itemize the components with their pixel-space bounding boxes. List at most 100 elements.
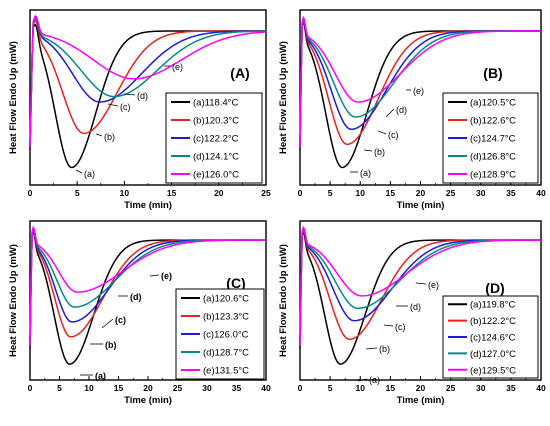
legend-entry: (d)124.1°C: [193, 152, 239, 163]
legend-entry: (b)120.3°C: [193, 116, 239, 127]
legend-entry: (e)126.0°C: [193, 170, 239, 181]
x-tick-label: 20: [416, 383, 426, 393]
x-tick-label: 0: [298, 383, 303, 393]
x-tick-label: 20: [214, 188, 224, 198]
legend: (a)120.6°C (b)123.3°C (c)126.0°C (d)128.7°C…: [175, 288, 265, 380]
x-tick-label: 5: [75, 188, 80, 198]
y-axis-label: Heat Flow Endo Up (mW): [278, 41, 289, 154]
legend-entry: (a)120.6°C: [203, 294, 249, 305]
label-leader: [383, 324, 394, 327]
x-tick-label: 25: [446, 188, 456, 198]
x-tick-label: 25: [446, 383, 456, 393]
series-label: (a): [84, 169, 95, 179]
x-tick-label: 30: [476, 383, 486, 393]
label-leader: [75, 169, 83, 174]
series-label: (e): [413, 86, 424, 96]
series-label: (c): [388, 130, 399, 140]
series-label: (d): [137, 91, 148, 101]
series-label: (a): [360, 168, 371, 178]
label-leader: [385, 108, 395, 118]
legend-entry: (b)122.6°C: [470, 116, 516, 127]
chart-panel-4: 0 5 10 15 20 25 30 35 40 Time (min) Heat Flow Endo…: [278, 220, 546, 406]
x-tick-label: 0: [28, 188, 33, 198]
x-tick-label: 40: [536, 383, 546, 393]
label-leader: [377, 130, 387, 135]
series-label: (e): [428, 280, 439, 290]
x-tick-label: 40: [536, 188, 546, 198]
x-tick-label: 25: [173, 383, 183, 393]
x-tick-label: 0: [298, 188, 303, 198]
series-line-e: [29, 14, 267, 147]
label-leader: [95, 133, 103, 137]
x-tick-label: 15: [386, 188, 396, 198]
x-tick-label: 40: [261, 383, 271, 393]
x-tick-label: 35: [232, 383, 242, 393]
x-tick-label: 30: [202, 383, 212, 393]
legend-entry: (c)126.0°C: [203, 330, 249, 341]
series-label: (a): [95, 371, 106, 381]
label-leader: [357, 378, 368, 382]
chart-panel-1: 0 5 10 15 20 25 Time (min) Heat Flow Endo Up (m…: [8, 9, 271, 211]
label-leader: [415, 282, 427, 285]
series-label: (e): [172, 62, 183, 72]
label-leader: [107, 103, 119, 107]
series-label: (d): [410, 302, 421, 312]
x-tick-label: 15: [167, 188, 177, 198]
legend-entry: (c)124.7°C: [470, 134, 516, 145]
series-label: (d): [396, 105, 407, 115]
series-label: (d): [130, 292, 142, 302]
series-line-e: [29, 225, 266, 346]
x-tick-label: 20: [416, 188, 426, 198]
legend-entry: (b)122.2°C: [470, 316, 516, 327]
x-tick-label: 10: [356, 188, 366, 198]
legend: (a)120.5°C (b)122.6°C (c)124.7°C (d)126.8°C…: [442, 92, 539, 184]
series-label: (b): [105, 340, 117, 350]
x-tick-label: 35: [506, 383, 516, 393]
x-tick-label: 10: [84, 383, 94, 393]
x-tick-label: 20: [143, 383, 153, 393]
legend-entry: (d)128.7°C: [203, 348, 249, 359]
label-leader: [123, 93, 136, 96]
panel-letter: (B): [483, 65, 502, 81]
x-tick-label: 5: [57, 383, 62, 393]
series-label: (a): [369, 375, 380, 385]
panel-letter: (A): [230, 65, 249, 81]
legend: (a)118.4°C (b)120.3°C (c)122.2°C (d)124.1°C…: [165, 92, 263, 184]
series-label: (c): [115, 315, 126, 325]
legend-entry: (b)123.3°C: [203, 312, 249, 323]
x-tick-label: 30: [476, 188, 486, 198]
legend-entry: (e)128.9°C: [470, 170, 516, 181]
panel-letter: (C): [226, 275, 245, 291]
legend-entry: (c)122.2°C: [193, 134, 239, 145]
chart-panel-3: 0 5 10 15 20 25 30 35 40 Time (min) Heat Flow Endo…: [8, 220, 271, 406]
x-tick-label: 15: [386, 383, 396, 393]
x-tick-label: 25: [261, 188, 271, 198]
series-label: (b): [379, 344, 390, 354]
series-line-e: [299, 225, 541, 346]
series-line-d: [29, 16, 267, 148]
series-label: (b): [104, 132, 115, 142]
label-leader: [365, 347, 378, 350]
x-tick-label: 15: [114, 383, 124, 393]
label-leader: [149, 274, 160, 277]
series-label: (e): [161, 271, 172, 281]
legend-entry: (e)131.5°C: [203, 366, 249, 377]
legend-entry: (e)129.5°C: [470, 365, 516, 376]
label-leader: [101, 318, 114, 329]
legend-entry: (c)124.6°C: [470, 333, 516, 344]
legend-entry: (a)119.8°C: [470, 300, 515, 311]
legend: (a)119.8°C (b)122.2°C (c)124.6°C (d)127.0°C…: [442, 295, 539, 379]
y-axis-label: Heat Flow Endo Up (mW): [8, 41, 19, 154]
legend-entry: (a)120.5°C: [470, 98, 516, 109]
series-label: (c): [395, 322, 406, 332]
legend-entry: (d)127.0°C: [470, 349, 516, 360]
legend-entry: (a)118.4°C: [193, 98, 238, 109]
x-tick-label: 5: [328, 188, 333, 198]
panel-letter: (D): [485, 280, 504, 296]
x-axis-label: Time (min): [124, 395, 172, 406]
y-axis-label: Heat Flow Endo Up (mW): [8, 244, 19, 357]
chart-panel-2: 0 5 10 15 20 25 30 35 40 Time (min) Heat Flow Endo…: [278, 9, 546, 211]
x-axis-label: Time (min): [397, 200, 445, 211]
x-tick-label: 5: [328, 383, 333, 393]
